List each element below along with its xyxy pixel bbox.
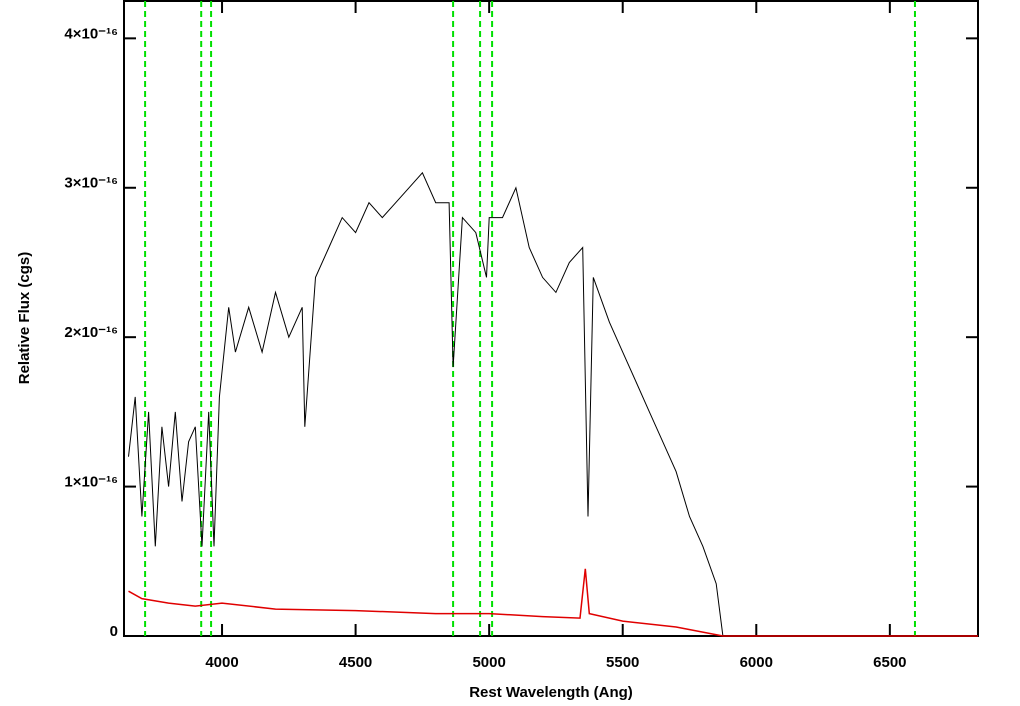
x-axis-label: Rest Wavelength (Ang): [469, 684, 633, 701]
y-tick-label: 3×10⁻¹⁶: [64, 175, 118, 192]
x-tick-label: 6500: [873, 654, 906, 671]
x-tick-label: 4500: [339, 654, 372, 671]
y-tick-label: 2×10⁻¹⁶: [64, 324, 118, 341]
x-tick-label: 5000: [472, 654, 505, 671]
y-tick-label: 1×10⁻¹⁶: [64, 474, 118, 491]
data-line: [128, 568, 978, 637]
x-tick-label: 5500: [606, 654, 639, 671]
y-tick-label: 0: [110, 623, 118, 640]
x-tick-label: 6000: [740, 654, 773, 671]
y-tick-label: 4×10⁻¹⁶: [64, 25, 118, 42]
y-axis-label: Relative Flux (cgs): [16, 252, 33, 385]
data-line: [128, 171, 978, 637]
plot-frame: [123, 0, 979, 637]
x-tick-label: 4000: [205, 654, 238, 671]
